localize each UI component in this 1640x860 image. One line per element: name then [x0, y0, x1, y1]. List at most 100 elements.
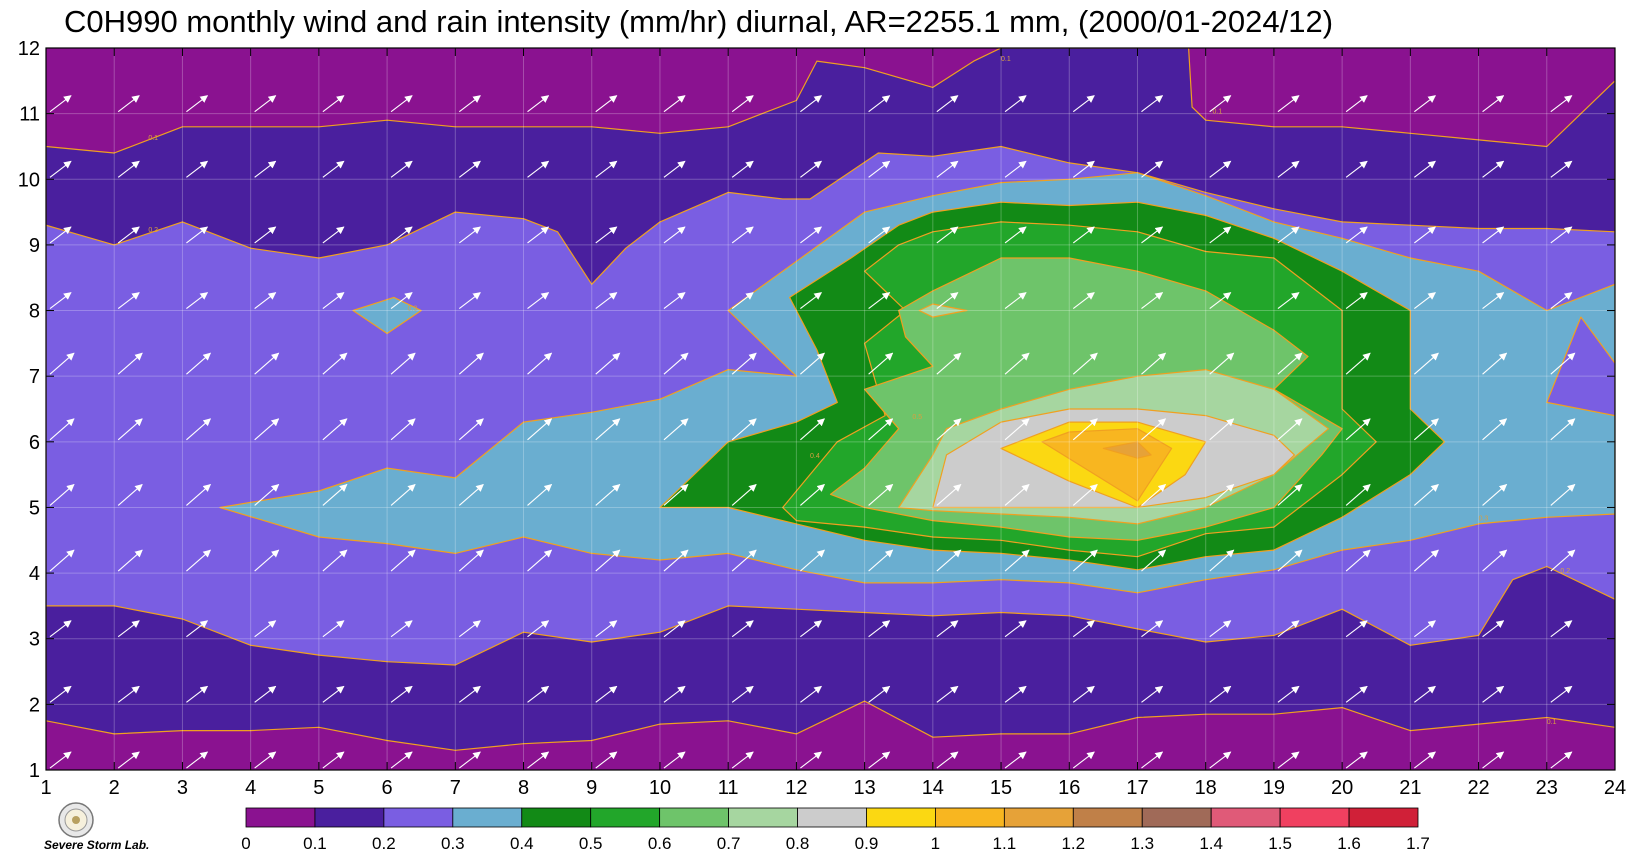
contour-label: 0.3: [1479, 516, 1489, 523]
wind-vector-arrow: [800, 549, 825, 572]
wind-vector-arrow: [527, 483, 553, 506]
x-tick-label: 6: [382, 777, 393, 799]
wind-vector-arrow: [1004, 95, 1027, 113]
wind-vector-arrow: [1209, 160, 1232, 178]
wind-vector-arrow: [322, 95, 345, 113]
wind-vector-arrow: [731, 292, 754, 309]
wind-vector-arrow: [596, 30, 617, 46]
wind-vector-arrow: [254, 95, 277, 113]
wind-vector-arrow: [595, 95, 618, 113]
wind-vector-arrow: [117, 751, 140, 769]
wind-vector-arrow: [528, 30, 549, 46]
wind-vector-arrow: [322, 549, 348, 572]
wind-vector-arrow: [868, 226, 891, 244]
wind-vector-arrow: [1550, 418, 1576, 441]
wind-vector-arrow: [800, 226, 823, 244]
colorbar-label: 1.5: [1268, 834, 1292, 853]
wind-vector-arrow: [49, 685, 72, 703]
wind-vector-arrow: [936, 751, 959, 769]
wind-vector-arrow: [1482, 352, 1508, 375]
wind-vector-arrow: [731, 418, 757, 441]
wind-vector-arrow: [186, 418, 212, 441]
lab-seal-icon: [58, 802, 94, 838]
wind-vector-arrow: [254, 226, 277, 244]
wind-vector-arrow: [322, 292, 345, 309]
x-tick-label: 3: [177, 777, 188, 799]
wind-vector-arrow: [1004, 620, 1027, 638]
wind-vector-arrow: [868, 549, 894, 572]
wind-vector-arrow: [1619, 161, 1640, 177]
y-tick-label: 1: [29, 760, 40, 782]
wind-vector-arrow: [1277, 160, 1300, 178]
wind-vector-arrow: [936, 95, 959, 113]
y-tick-label: 2: [29, 694, 40, 716]
y-tick-label: 5: [29, 497, 40, 519]
x-tick-label: 16: [1058, 777, 1080, 799]
wind-vector-arrow: [731, 549, 757, 572]
colorbar-swatch: [590, 807, 661, 828]
wind-vector-arrow: [186, 30, 207, 46]
y-tick-label: 3: [29, 629, 40, 651]
colorbar-swatch: [1210, 807, 1281, 828]
wind-vector-arrow: [1141, 292, 1164, 309]
wind-vector-arrow: [595, 160, 618, 178]
colorbar-swatch: [797, 807, 867, 828]
x-tick-label: 8: [518, 777, 529, 799]
wind-vector-arrow: [1072, 483, 1098, 506]
colorbar-swatch: [521, 807, 592, 828]
wind-vector-arrow: [1209, 549, 1235, 572]
wind-vector-arrow: [663, 418, 689, 441]
wind-vector-arrow: [527, 160, 550, 178]
x-tick-label: 20: [1331, 777, 1353, 799]
contour-label: 0.1: [148, 135, 158, 142]
wind-vector-arrow: [731, 751, 754, 769]
wind-vector-arrow: [1345, 483, 1371, 506]
wind-vector-arrow: [254, 549, 280, 572]
wind-vector-arrow: [732, 30, 753, 46]
wind-vector-arrow: [1004, 160, 1027, 178]
x-tick-label: 18: [1195, 777, 1217, 799]
wind-vector-arrow: [731, 620, 754, 638]
wind-vector-arrow: [1004, 418, 1030, 441]
wind-vector-arrow: [527, 352, 553, 375]
wind-vector-arrow: [186, 160, 209, 178]
wind-vector-arrow: [186, 483, 212, 506]
x-tick-label: 4: [245, 777, 256, 799]
wind-vector-arrow: [391, 30, 412, 46]
wind-vector-arrow: [1072, 418, 1098, 441]
wind-vector-arrow: [936, 483, 962, 506]
x-tick-label: 11: [718, 777, 739, 799]
wind-vector-arrow: [1619, 484, 1640, 505]
y-tick-label: 10: [18, 169, 40, 191]
wind-vector-arrow: [1619, 419, 1640, 440]
colorbar-label: 0.2: [372, 834, 396, 853]
colorbar-swatch: [659, 807, 729, 828]
wind-vector-arrow: [936, 160, 959, 178]
wind-vector-arrow: [663, 292, 686, 309]
wind-vector-arrow: [937, 30, 958, 46]
wind-vector-arrow: [1141, 226, 1164, 244]
wind-vector-arrow: [390, 95, 413, 113]
wind-vector-arrow: [1345, 95, 1368, 113]
contour-label: 0.4: [810, 453, 820, 460]
wind-vector-arrow: [595, 549, 621, 572]
wind-vector-arrow: [868, 160, 891, 178]
wind-vector-arrow: [527, 685, 550, 703]
wind-vector-arrow: [49, 226, 72, 244]
wind-vector-arrow: [49, 620, 72, 638]
wind-vector-arrow: [49, 160, 72, 178]
wind-vector-arrow: [1141, 30, 1162, 46]
wind-vector-arrow: [1141, 160, 1164, 178]
wind-vector-arrow: [390, 352, 416, 375]
wind-vector-arrow: [663, 352, 689, 375]
wind-vector-arrow: [186, 95, 209, 113]
colorbar-label: 1.7: [1406, 834, 1430, 853]
wind-vector-arrow: [390, 226, 413, 244]
contour-label: 0.2: [1560, 568, 1570, 575]
wind-vector-arrow: [1414, 226, 1436, 244]
wind-vector-arrow: [1278, 30, 1299, 46]
wind-vector-arrow: [1482, 226, 1505, 244]
wind-vector-arrow: [458, 483, 484, 506]
wind-vector-arrow: [1072, 685, 1095, 703]
wind-vector-arrow: [1551, 30, 1572, 46]
